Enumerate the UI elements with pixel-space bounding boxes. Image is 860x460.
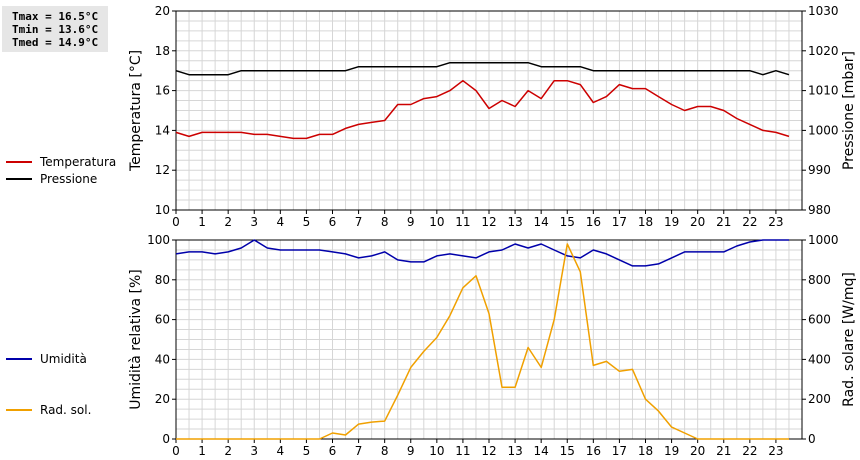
x-tick-label: 14 — [534, 444, 549, 458]
y-axis-label: Temperatura [°C] — [128, 50, 144, 172]
x-tick-label: 22 — [742, 444, 757, 458]
x-tick-label: 19 — [664, 215, 679, 229]
x-tick-label: 7 — [355, 444, 363, 458]
x-tick-label: 7 — [355, 215, 363, 229]
x-tick-label: 17 — [612, 215, 627, 229]
x-tick-label: 21 — [716, 215, 731, 229]
y-tick-label: 100 — [147, 233, 170, 247]
y2-axis-label: Rad. solare [W/mq] — [841, 272, 857, 407]
x-tick-label: 1 — [198, 215, 206, 229]
y2-tick-label: 1030 — [808, 4, 839, 18]
x-tick-label: 10 — [429, 444, 444, 458]
x-tick-label: 1 — [198, 444, 206, 458]
legend-item-temperatura: Temperatura — [6, 154, 116, 170]
y2-tick-label: 800 — [808, 273, 831, 287]
x-tick-label: 15 — [560, 444, 575, 458]
y2-tick-label: 0 — [808, 432, 816, 446]
legend-swatch-temperatura — [6, 161, 32, 163]
legend-swatch-radsol — [6, 409, 32, 411]
x-tick-label: 11 — [455, 215, 470, 229]
x-tick-label: 23 — [768, 215, 783, 229]
y2-tick-label: 1000 — [808, 123, 839, 137]
x-tick-label: 3 — [250, 215, 258, 229]
legend-label-temperatura: Temperatura — [40, 155, 117, 169]
x-tick-label: 20 — [690, 215, 705, 229]
tmed-text: Tmed = 14.9°C — [12, 36, 99, 49]
y2-axis-label: Pressione [mbar] — [841, 51, 857, 170]
stats-box: Tmax = 16.5°C Tmin = 13.6°C Tmed = 14.9°… — [2, 6, 108, 52]
x-tick-label: 8 — [381, 444, 389, 458]
legend-item-pressione: Pressione — [6, 171, 97, 187]
x-tick-label: 17 — [612, 444, 627, 458]
y-axis-label: Umidità relativa [%] — [128, 269, 144, 410]
x-tick-label: 4 — [277, 444, 285, 458]
tmin-text: Tmin = 13.6°C — [12, 23, 99, 36]
x-tick-label: 5 — [303, 444, 311, 458]
y-tick-label: 20 — [155, 392, 170, 406]
x-tick-label: 3 — [250, 444, 258, 458]
x-tick-label: 0 — [172, 444, 180, 458]
x-tick-label: 11 — [455, 444, 470, 458]
x-tick-label: 0 — [172, 215, 180, 229]
y2-tick-label: 600 — [808, 313, 831, 327]
y-tick-label: 40 — [155, 352, 170, 366]
legend-label-radsol: Rad. sol. — [40, 403, 92, 417]
x-tick-label: 6 — [329, 444, 337, 458]
x-tick-label: 9 — [407, 215, 415, 229]
x-tick-label: 13 — [507, 444, 522, 458]
x-tick-label: 8 — [381, 215, 389, 229]
series-line-temperatura — [175, 79, 790, 140]
x-tick-label: 12 — [481, 215, 496, 229]
legend-label-umidita: Umidità — [40, 352, 87, 366]
y-tick-label: 12 — [155, 163, 170, 177]
y2-tick-label: 400 — [808, 352, 831, 366]
x-tick-label: 21 — [716, 444, 731, 458]
x-tick-label: 13 — [507, 215, 522, 229]
legend-item-radsol: Rad. sol. — [6, 402, 91, 418]
tmax-text: Tmax = 16.5°C — [12, 10, 99, 23]
x-tick-label: 18 — [638, 215, 653, 229]
y2-tick-label: 990 — [808, 163, 831, 177]
x-tick-label: 16 — [586, 215, 601, 229]
x-tick-label: 14 — [534, 215, 549, 229]
y-tick-label: 0 — [162, 432, 170, 446]
series-line-umidit — [175, 239, 789, 267]
y2-tick-label: 980 — [808, 203, 831, 217]
x-tick-label: 9 — [407, 444, 415, 458]
y-tick-label: 80 — [155, 273, 170, 287]
x-tick-label: 2 — [224, 444, 232, 458]
x-tick-label: 19 — [664, 444, 679, 458]
x-tick-label: 16 — [586, 444, 601, 458]
y2-tick-label: 1000 — [808, 233, 839, 247]
x-tick-label: 22 — [742, 215, 757, 229]
y-tick-label: 16 — [155, 84, 170, 98]
legend-label-pressione: Pressione — [40, 172, 98, 186]
y-tick-label: 60 — [155, 313, 170, 327]
legend-item-umidita: Umidità — [6, 351, 87, 367]
y-tick-label: 20 — [155, 4, 170, 18]
x-tick-label: 15 — [560, 215, 575, 229]
x-tick-label: 4 — [277, 215, 285, 229]
y2-tick-label: 1020 — [808, 44, 839, 58]
y-tick-label: 10 — [155, 203, 170, 217]
x-tick-label: 10 — [429, 215, 444, 229]
series-line-pressione — [175, 61, 790, 76]
x-tick-label: 18 — [638, 444, 653, 458]
y-tick-label: 18 — [155, 44, 170, 58]
y2-tick-label: 200 — [808, 392, 831, 406]
x-tick-label: 5 — [303, 215, 311, 229]
y-tick-label: 14 — [155, 123, 170, 137]
legend-swatch-umidita — [6, 358, 32, 360]
x-tick-label: 6 — [329, 215, 337, 229]
y2-tick-label: 1010 — [808, 84, 839, 98]
x-tick-label: 20 — [690, 444, 705, 458]
x-tick-label: 12 — [481, 444, 496, 458]
x-tick-label: 2 — [224, 215, 232, 229]
x-tick-label: 23 — [768, 444, 783, 458]
legend-swatch-pressione — [6, 178, 32, 180]
series-line-rad-sol — [176, 243, 789, 440]
